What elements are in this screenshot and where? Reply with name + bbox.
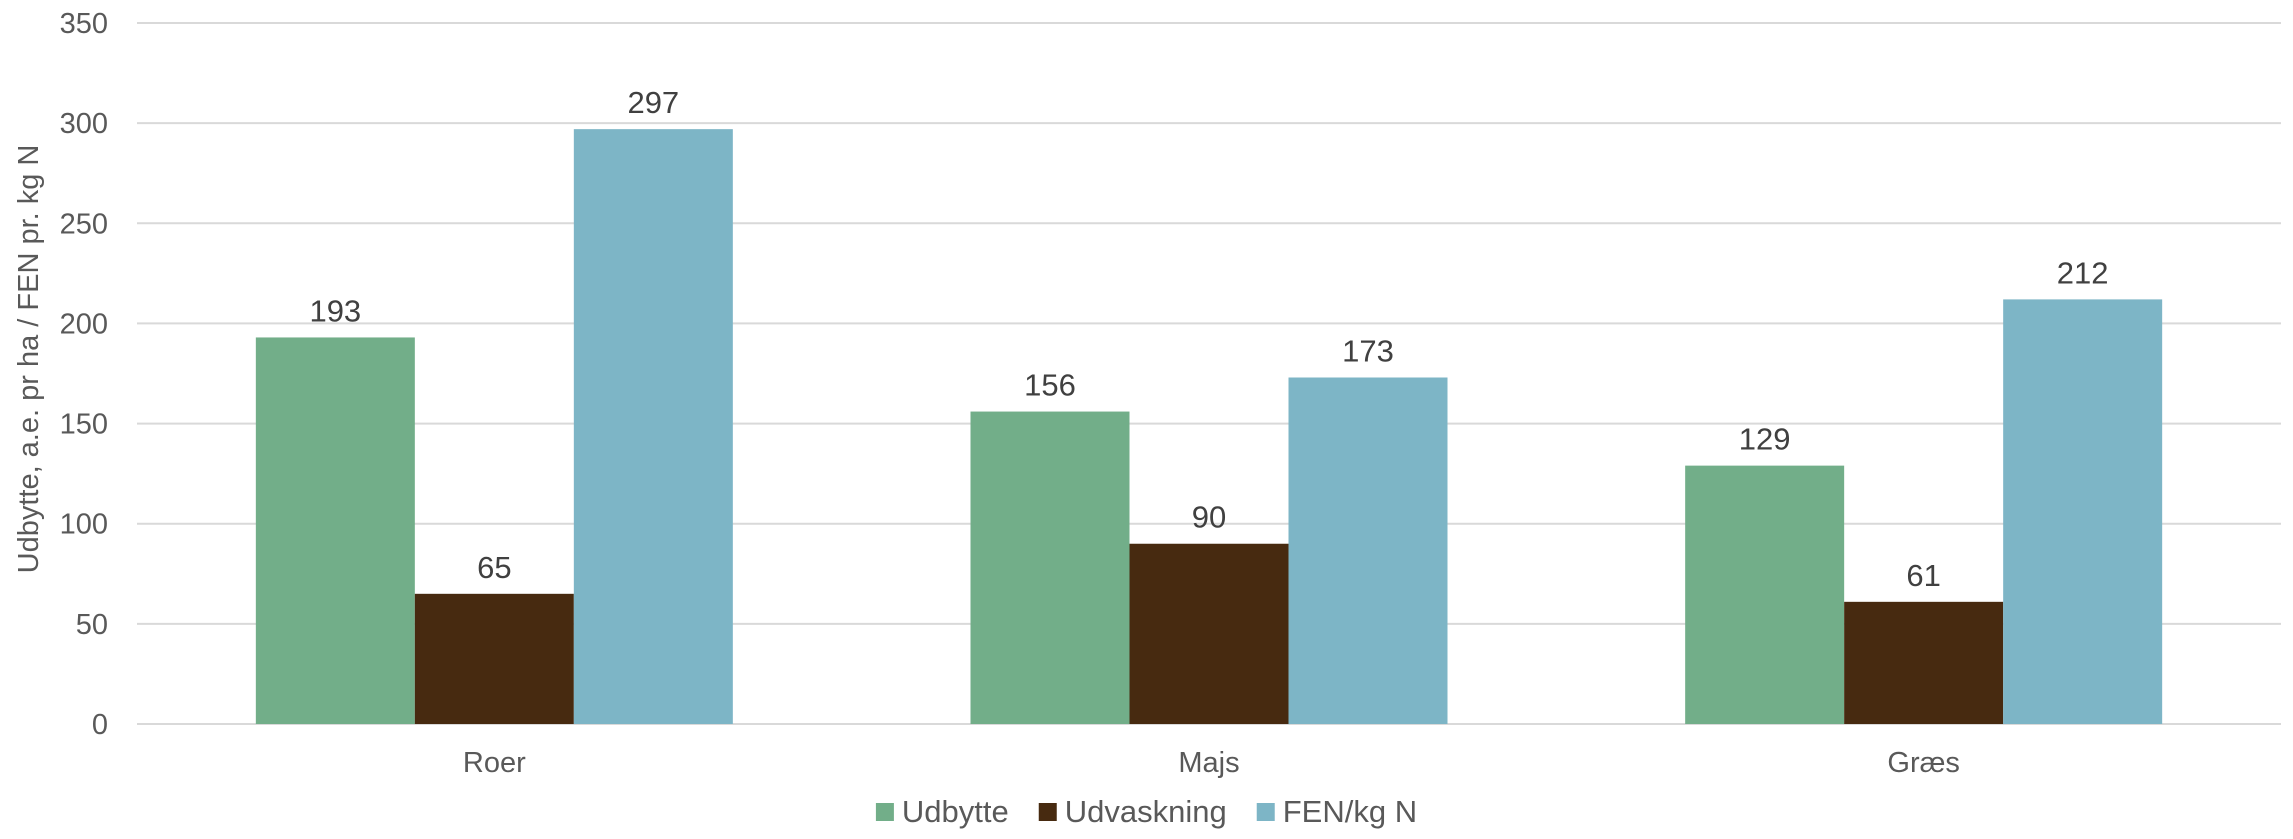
y-tick-label: 100 [60, 509, 108, 541]
data-label: 90 [1192, 500, 1226, 535]
data-labels: 193 65 297 156 90 173 129 61 212 [309, 85, 2108, 593]
legend-item: Udvaskning [1038, 794, 1227, 829]
y-axis-ticks: 0 50 100 150 200 250 300 350 [60, 8, 108, 741]
bar [970, 411, 1130, 724]
legend-swatch [1256, 803, 1275, 821]
legend-label: FEN/kg N [1283, 794, 1417, 829]
data-label: 297 [627, 85, 679, 120]
bar [573, 129, 733, 724]
bar [414, 593, 574, 724]
data-label: 156 [1024, 368, 1076, 403]
data-label: 65 [477, 550, 511, 585]
y-tick-label: 250 [60, 208, 108, 240]
data-label: 173 [1342, 334, 1394, 369]
bar [255, 337, 415, 724]
data-label: 129 [1739, 422, 1791, 457]
y-tick-label: 200 [60, 308, 108, 340]
data-label: 193 [309, 293, 361, 328]
data-label: 61 [1906, 558, 1940, 593]
y-tick-label: 50 [76, 609, 108, 641]
legend-swatch [1038, 803, 1057, 821]
data-label: 212 [2057, 255, 2109, 290]
bars [255, 129, 2163, 724]
legend-swatch [875, 803, 894, 821]
bar [2003, 299, 2163, 724]
bar [1288, 377, 1448, 724]
legend-items: Udbytte Udvaskning FEN/kg N [875, 794, 1417, 829]
x-tick-label: Græs [1887, 747, 1960, 779]
bar [1685, 465, 1845, 724]
x-axis-ticks: Roer Majs Græs [463, 747, 1960, 779]
y-tick-label: 150 [60, 409, 108, 441]
legend-label: Udbytte [902, 794, 1009, 829]
x-tick-label: Roer [463, 747, 526, 779]
y-tick-label: 300 [60, 108, 108, 140]
x-tick-label: Majs [1178, 747, 1239, 779]
y-tick-label: 0 [92, 709, 108, 741]
y-axis-title: Udbytte, a.e. pr ha / FEN pr. kg N [13, 145, 45, 574]
legend-item: FEN/kg N [1256, 794, 1417, 829]
legend-label: Udvaskning [1065, 794, 1227, 829]
bar [1844, 601, 2004, 724]
legend-item: Udbytte [875, 794, 1009, 829]
y-tick-label: 350 [60, 8, 108, 40]
legend: Udbytte Udvaskning FEN/kg N [875, 794, 1417, 829]
bar [1129, 543, 1289, 724]
